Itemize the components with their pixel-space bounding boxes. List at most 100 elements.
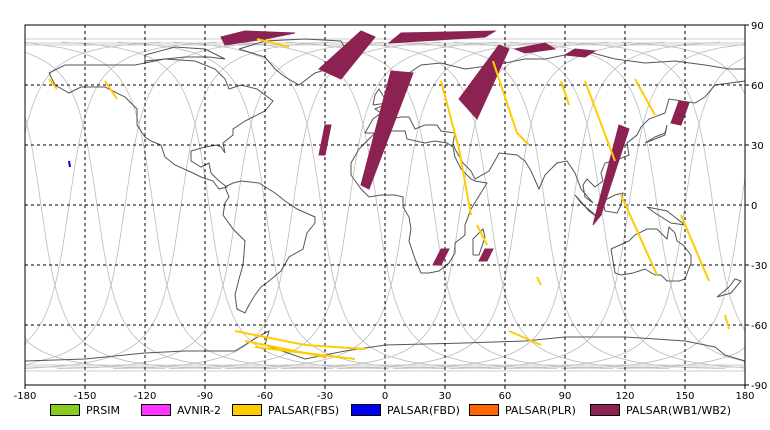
palsar-fbs-swath (508, 330, 542, 346)
orbit-track (341, 41, 670, 369)
palsar-fbd-swath (68, 160, 71, 168)
palsar-fbs-swath (560, 80, 570, 106)
palsar-wb-swath (478, 248, 494, 262)
coastline (144, 46, 226, 62)
orbit-track (173, 41, 502, 369)
palsar-wb-swath (592, 124, 630, 226)
legend-label-avnir2: AVNIR-2 (177, 403, 221, 417)
palsar-fbs-swath (234, 330, 366, 350)
palsar-fbs-swath (254, 346, 356, 360)
x-tick-label: -30 (317, 391, 333, 400)
orbit-track (168, 41, 497, 369)
orbit-track (24, 41, 217, 369)
y-tick-label: 0 (751, 201, 757, 212)
palsar-wb-swath (432, 248, 450, 266)
orbit-track (448, 41, 746, 369)
orbit-track (24, 42, 278, 369)
coastline (610, 225, 692, 282)
palsar-fbs-swath (620, 194, 658, 276)
palsar-fbs-swath (492, 60, 530, 146)
orbit-track (24, 41, 329, 369)
legend-swatch-palsar-wb (590, 404, 620, 416)
palsar-fbs-swath (256, 38, 290, 48)
palsar-fbs-swath (536, 276, 542, 286)
legend-item-palsar-fbs: PALSAR(FBS) (232, 403, 339, 417)
x-tick-label: 120 (615, 391, 634, 400)
palsar-fbs-swath (476, 224, 488, 246)
orbit-track (24, 41, 334, 369)
legend-swatch-avnir2 (141, 404, 171, 416)
coastline (472, 228, 486, 256)
coastline (24, 330, 746, 362)
x-tick-label: 60 (499, 391, 512, 400)
legend-item-avnir2: AVNIR-2 (141, 403, 221, 417)
legend-item-palsar-fbd: PALSAR(FBD) (351, 403, 460, 417)
x-tick-label: -120 (134, 391, 157, 400)
coastline (716, 278, 742, 298)
palsar-wb-swath (563, 48, 597, 58)
legend-swatch-palsar-fbs (232, 404, 262, 416)
world-map: -180 -150 -120 -90 -60 -30 0 30 60 90 120 150 180 90 6… (14, 21, 768, 402)
palsar-wb-swath (360, 70, 414, 190)
legend-label-palsar-fbd: PALSAR(FBD) (387, 403, 460, 417)
x-tick-label: -90 (197, 391, 213, 400)
legend-item-palsar-plr: PALSAR(PLR) (469, 403, 576, 417)
y-tick-label: 90 (751, 21, 764, 32)
y-tick-label: -30 (751, 261, 767, 272)
orbit-track (61, 41, 390, 369)
x-tick-label: 150 (675, 391, 694, 400)
palsar-fbs-swath (104, 80, 118, 100)
palsar-wb-swath (513, 42, 557, 54)
legend-swatch-palsar-fbd (351, 404, 381, 416)
palsar-fbs-swath (584, 80, 616, 162)
orbit-track (285, 41, 614, 369)
legend-swatch-prsim (50, 404, 80, 416)
palsar-wb-swath (318, 30, 376, 80)
legend-label-palsar-plr: PALSAR(PLR) (505, 403, 576, 417)
x-tick-label: 0 (382, 391, 388, 400)
coastline (48, 58, 274, 190)
legend-item-palsar-wb: PALSAR(WB1/WB2) (590, 403, 731, 417)
x-tick-label: -60 (257, 391, 273, 400)
orbit-track (392, 41, 721, 369)
palsar-fbs-swath (634, 78, 656, 116)
legend: PRSIM AVNIR-2 PALSAR(FBS) PALSAR(FBD) PA… (0, 400, 770, 422)
x-tick-label: 90 (559, 391, 572, 400)
coastline (364, 50, 746, 204)
palsar-wb-swath (318, 124, 332, 156)
palsar-fbs-swath (440, 80, 472, 216)
legend-label-palsar-wb: PALSAR(WB1/WB2) (626, 403, 732, 417)
palsar-fbs-swath (680, 214, 710, 282)
palsar-wb-swath (458, 44, 510, 120)
coastline (350, 130, 488, 274)
orbit-track (565, 41, 746, 369)
orbit-track (224, 41, 553, 369)
orbit-track (56, 41, 385, 369)
y-tick-label: 60 (751, 81, 764, 92)
orbit-track (112, 41, 441, 369)
orbit-track (397, 41, 726, 369)
palsar-wb-swath (387, 30, 497, 44)
orbit-track (509, 41, 746, 369)
coastline (574, 194, 598, 218)
x-tick-label: -150 (74, 391, 97, 400)
legend-label-prsim: PRSIM (86, 403, 120, 417)
y-tick-label: -90 (751, 381, 767, 392)
palsar-wb-swath (670, 100, 690, 126)
legend-label-palsar-fbs: PALSAR(FBS) (268, 403, 340, 417)
x-tick-label: 180 (735, 391, 754, 400)
x-tick-label: -180 (14, 391, 37, 400)
y-tick-label: -60 (751, 321, 767, 332)
legend-swatch-palsar-plr (469, 404, 499, 416)
x-tick-label: 30 (439, 391, 452, 400)
palsar-fbs-swath (724, 314, 730, 330)
y-tick-label: 30 (751, 141, 764, 152)
orbit-track (336, 41, 665, 369)
orbit-track (24, 41, 273, 369)
coastline (646, 206, 687, 226)
coastline (644, 124, 668, 144)
legend-item-prsim: PRSIM (50, 403, 120, 417)
orbit-track (229, 41, 558, 369)
palsar-wb-swath (220, 30, 296, 46)
